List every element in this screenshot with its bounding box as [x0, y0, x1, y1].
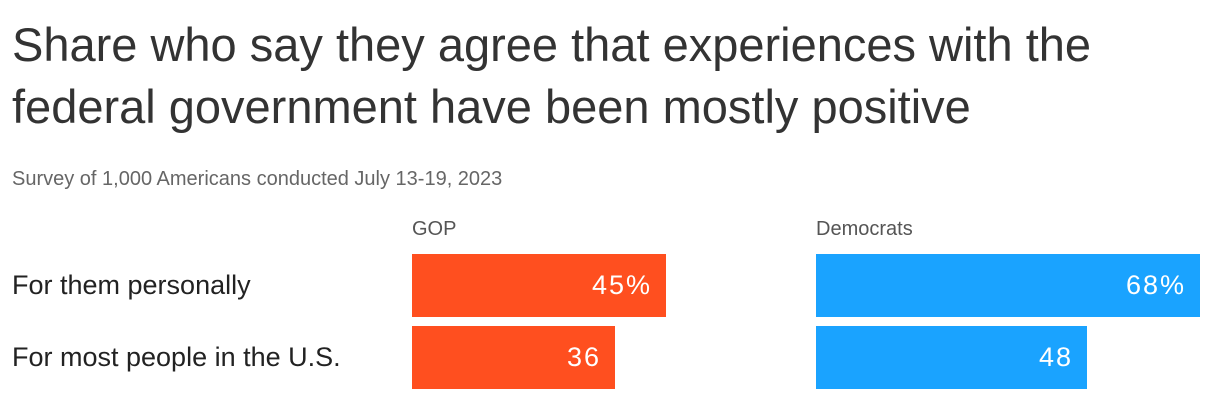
row-label: For them personally	[12, 270, 251, 300]
data-label: 45%	[591, 270, 652, 300]
chart-subtitle: Survey of 1,000 Americans conducted July…	[12, 168, 503, 190]
data-label: 48	[1038, 342, 1073, 372]
data-label: 36	[566, 342, 601, 372]
chart-title: Share who say they agree that experience…	[12, 18, 1092, 133]
bar	[412, 254, 666, 317]
series-header: GOP	[412, 218, 457, 240]
row-label: For most people in the U.S.	[12, 342, 341, 372]
data-label: 68%	[1125, 270, 1186, 300]
series-header: Democrats	[816, 218, 913, 240]
bar	[816, 326, 1087, 389]
bar	[816, 254, 1200, 317]
bar	[412, 326, 615, 389]
